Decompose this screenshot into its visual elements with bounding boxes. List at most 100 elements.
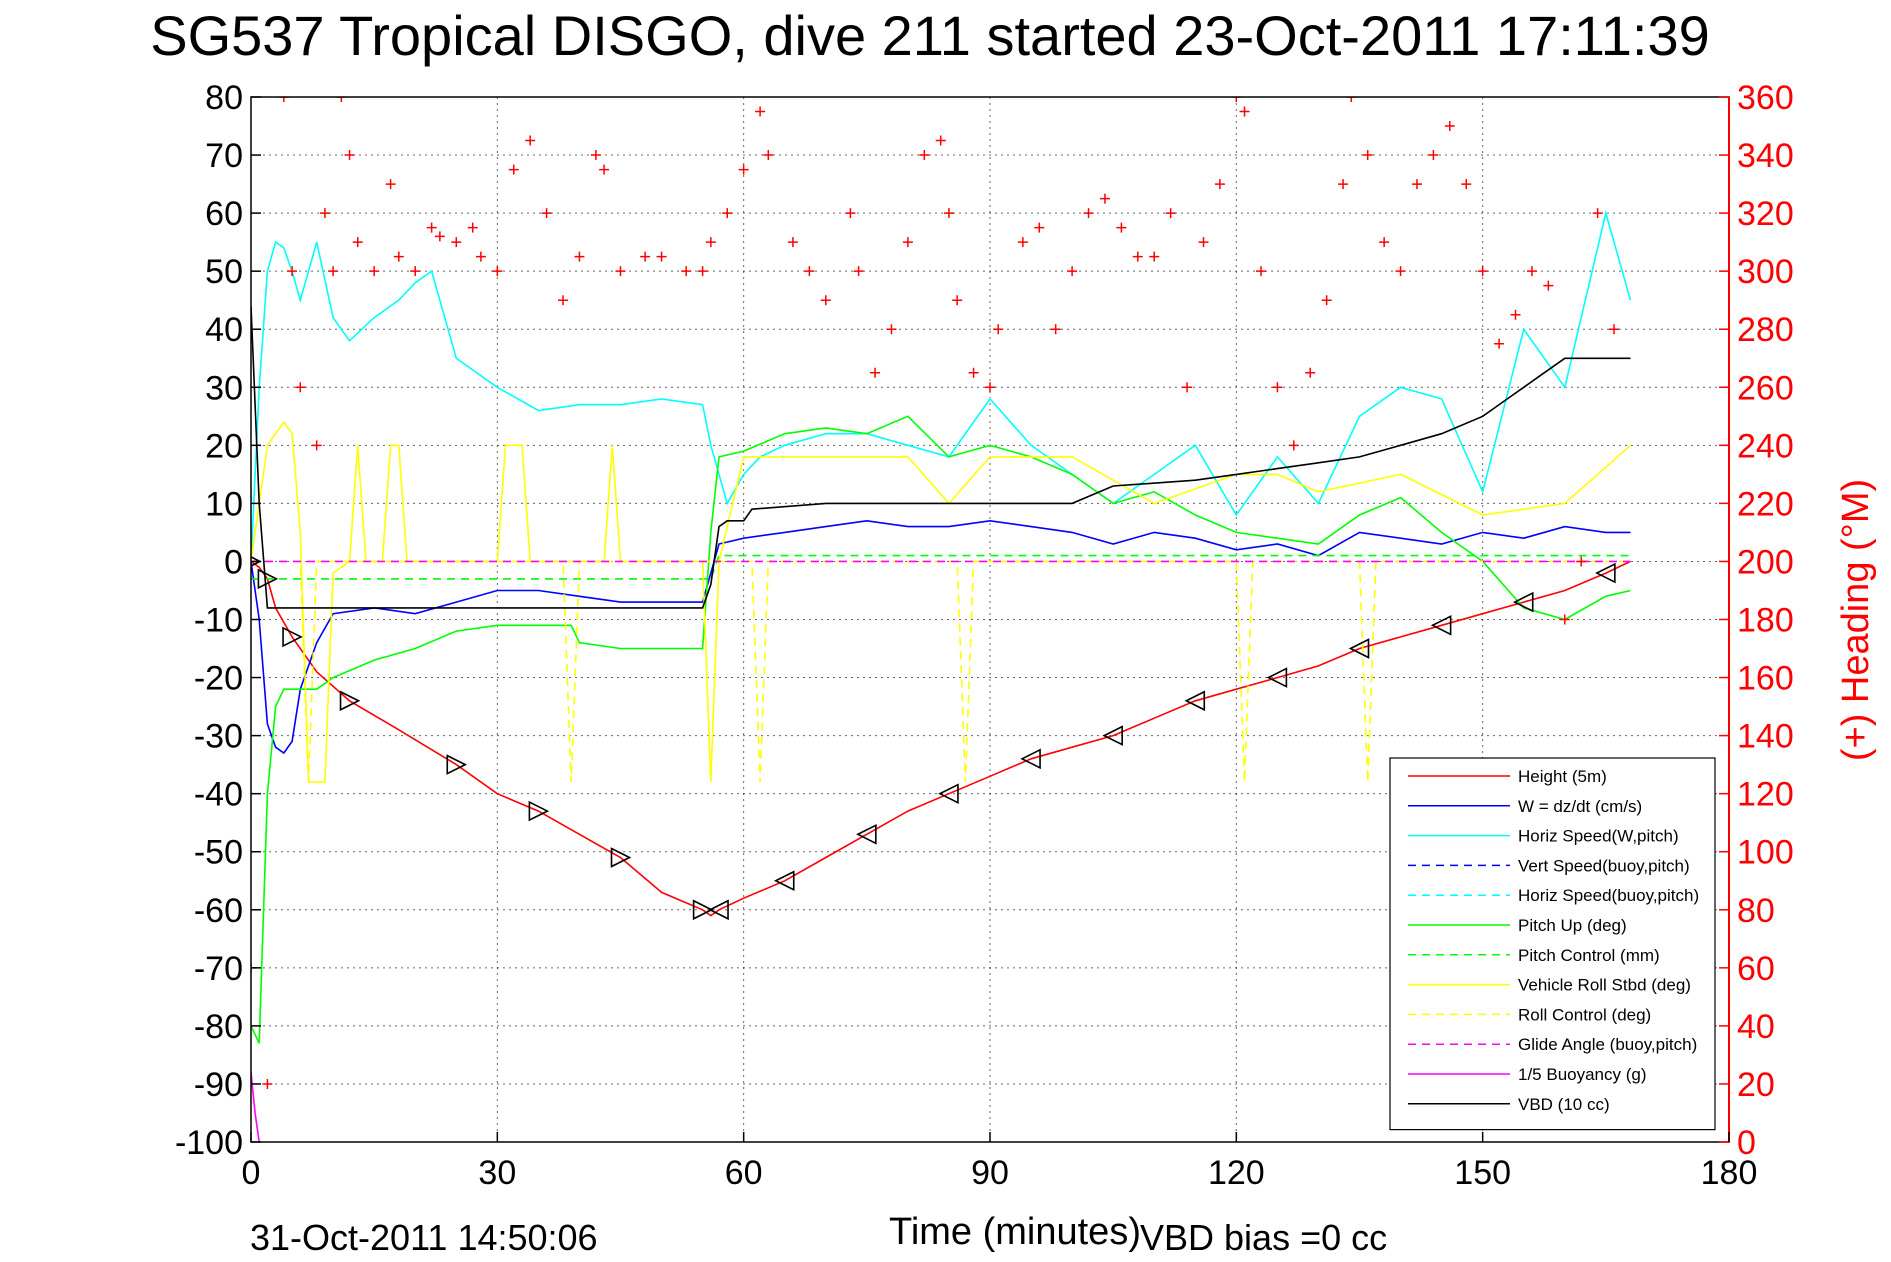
legend-label: VBD (10 cc) (1518, 1095, 1610, 1114)
heading-point (525, 135, 536, 146)
y-tick-label: -50 (194, 834, 243, 872)
y-tick-label: -40 (194, 776, 243, 814)
heading-point (475, 251, 486, 262)
heading-point (574, 251, 585, 262)
legend: Height (5m) W = dz/dt (cm/s) Horiz Speed(W… (1389, 757, 1716, 1131)
heading-point (352, 237, 363, 248)
heading-point (1444, 121, 1455, 132)
y-right-tick-label: 200 (1737, 543, 1794, 581)
heading-point (369, 266, 380, 277)
y-right-tick-label: 160 (1737, 660, 1794, 698)
y-tick-label: 10 (205, 485, 243, 523)
heading-point (541, 208, 552, 219)
legend-box (1389, 757, 1716, 1131)
heading-point (1017, 237, 1028, 248)
heading-point (1321, 295, 1332, 306)
series-heading-markers (251, 97, 1620, 1089)
y-right-tick-label: 300 (1737, 253, 1794, 291)
heading-point (1428, 150, 1439, 161)
height-triangle-markers (251, 556, 1616, 921)
heading-point (1592, 208, 1603, 219)
heading-point (344, 150, 355, 161)
height-triangle-marker (257, 568, 279, 590)
heading-point (1305, 367, 1316, 378)
series-line-w-solid (251, 519, 1631, 755)
heading-point (1559, 614, 1570, 625)
height-triangle-marker (773, 870, 795, 892)
series-line-roll-solid (251, 420, 1632, 783)
heading-point (1132, 251, 1143, 262)
legend-label: W = dz/dt (cm/s) (1518, 797, 1642, 816)
heading-point (1494, 338, 1505, 349)
legend-label: Roll Control (deg) (1518, 1005, 1651, 1024)
heading-point (1067, 266, 1078, 277)
heading-point (1288, 440, 1299, 451)
y-tick-label: 50 (205, 253, 243, 291)
heading-point (1050, 324, 1061, 335)
footer-vbd-bias: VBD bias =0 cc (1140, 1217, 1387, 1258)
height-triangle-marker (938, 783, 959, 804)
heading-point (615, 266, 626, 277)
height-triangle-marker (1102, 725, 1123, 746)
heading-point (738, 164, 749, 175)
y-tick-label: -20 (194, 660, 243, 698)
heading-point (804, 266, 815, 277)
height-triangle-marker (446, 754, 468, 775)
heading-point (1182, 382, 1193, 393)
y-tick-label: 30 (205, 369, 243, 407)
heading-point (434, 231, 445, 242)
heading-point (410, 266, 421, 277)
heading-point (1411, 179, 1422, 190)
heading-point (902, 237, 913, 248)
height-triangle-marker (1595, 562, 1616, 584)
y-right-tick-label: 120 (1737, 776, 1794, 814)
y-right-tick-label: 280 (1737, 311, 1794, 349)
plot-area (251, 97, 1632, 1142)
heading-point (1034, 222, 1045, 233)
height-triangle-marker (339, 690, 361, 712)
x-tick-label: 90 (971, 1154, 1009, 1192)
height-triangle-marker (1020, 748, 1041, 770)
heading-point (697, 266, 708, 277)
height-triangle-marker (692, 899, 714, 921)
y-axis-right: 0 20 40 60 80 100 120 140 160 180 200 220 240 260 280 3… (1719, 79, 1794, 1162)
y-tick-label: -60 (194, 892, 243, 930)
y-axis-left: -100-90-80-70-60-50-40-30-20-10010203040… (175, 79, 261, 1162)
heading-point (1338, 179, 1349, 190)
y-tick-label: 0 (224, 543, 243, 581)
y-tick-label: 80 (205, 79, 243, 117)
legend-label: Pitch Control (mm) (1518, 946, 1660, 965)
y-tick-label: -90 (194, 1066, 243, 1104)
heading-point (1576, 556, 1587, 567)
heading-point (993, 324, 1004, 335)
series-line-pitch_up-solid (251, 415, 1631, 1044)
heading-point (943, 208, 954, 219)
legend-label: 1/5 Buoyancy (g) (1518, 1065, 1647, 1084)
heading-point (1083, 208, 1094, 219)
y-right-tick-label: 100 (1737, 834, 1794, 872)
heading-point (1149, 251, 1160, 262)
heading-point (935, 135, 946, 146)
legend-label: Horiz Speed(buoy,pitch) (1518, 886, 1699, 905)
y-right-tick-label: 360 (1737, 79, 1794, 117)
heading-point (1198, 237, 1209, 248)
x-tick-label: 30 (478, 1154, 516, 1192)
heading-point (853, 266, 864, 277)
heading-point (508, 164, 519, 175)
heading-point (1510, 309, 1521, 320)
x-axis-label: Time (minutes) (889, 1211, 1141, 1253)
heading-point (985, 382, 995, 393)
y-tick-label: -30 (194, 718, 243, 756)
y-tick-label: 20 (205, 427, 243, 465)
height-triangle-marker (528, 800, 550, 822)
y-right-tick-label: 240 (1737, 427, 1794, 465)
y-right-tick-label: 20 (1737, 1066, 1775, 1104)
heading-point (590, 150, 601, 161)
heading-point (1346, 97, 1357, 102)
heading-point (681, 266, 692, 277)
heading-point (295, 382, 306, 393)
y-tick-label: 40 (205, 311, 243, 349)
heading-point (1116, 222, 1127, 233)
y-right-tick-label: 60 (1737, 950, 1775, 988)
heading-point (278, 97, 289, 102)
